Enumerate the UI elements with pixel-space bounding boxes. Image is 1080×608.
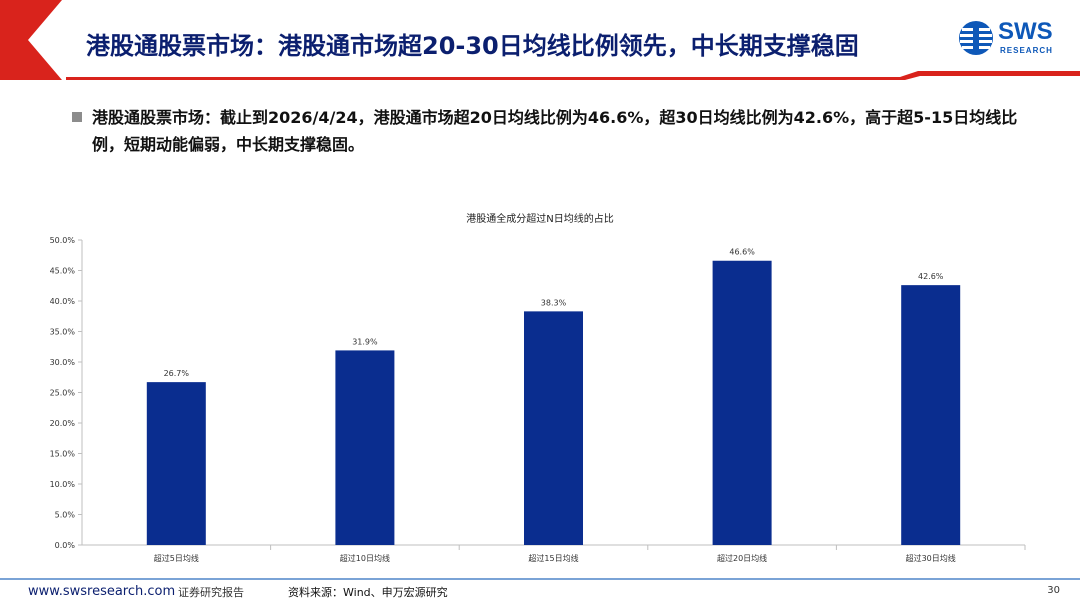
bar-data-label: 31.9% bbox=[352, 337, 378, 346]
y-tick-label: 10.0% bbox=[50, 480, 76, 489]
bar-data-label: 26.7% bbox=[164, 369, 190, 378]
bar bbox=[335, 350, 395, 545]
x-tick-label: 超过20日均线 bbox=[717, 553, 767, 563]
logo-wordmark: SWS bbox=[998, 18, 1053, 45]
chart-plot: 0.0% 5.0% 10.0% 15.0% 20.0% 25.0% 30.0% 35.0% 40… bbox=[50, 236, 1026, 563]
bar bbox=[524, 311, 583, 545]
footer-source: 资料来源：Wind、申万宏源研究 bbox=[288, 586, 448, 599]
y-tick-label: 35.0% bbox=[50, 328, 76, 337]
y-tick-label: 5.0% bbox=[55, 511, 76, 520]
x-tick-label: 超过15日均线 bbox=[528, 553, 578, 563]
slide-header: 港股通股票市场：港股通市场超20-30日均线比例领先，中长期支撑稳固 SWS R… bbox=[0, 0, 1080, 80]
summary-text: 港股通股票市场：截止到2026/4/24，港股通市场超20日均线比例为46.6%… bbox=[92, 108, 1018, 154]
globe-icon bbox=[959, 21, 993, 55]
x-tick-label: 超过10日均线 bbox=[340, 553, 390, 563]
x-tick-label: 超过30日均线 bbox=[906, 553, 956, 563]
y-tick-label: 40.0% bbox=[50, 297, 76, 306]
footer-url[interactable]: www.swsresearch.com bbox=[28, 584, 176, 599]
bullet-square-icon bbox=[72, 112, 82, 122]
bar-data-label: 42.6% bbox=[918, 272, 944, 281]
page-title: 港股通股票市场：港股通市场超20-30日均线比例领先，中长期支撑稳固 bbox=[86, 32, 859, 60]
y-tick-label: 25.0% bbox=[50, 389, 76, 398]
page-number: 30 bbox=[1047, 585, 1060, 596]
y-tick-label: 0.0% bbox=[55, 541, 76, 550]
footer-report-type: 证券研究报告 bbox=[178, 586, 244, 599]
y-tick-label: 45.0% bbox=[50, 267, 76, 276]
bar bbox=[901, 285, 961, 545]
header-decoration bbox=[0, 0, 1080, 80]
bar-data-label: 46.6% bbox=[729, 248, 755, 257]
y-tick-label: 50.0% bbox=[50, 236, 76, 245]
bar-chart: 港股通全成分超过N日均线的占比 0.0% 5.0% 10.0% 15.0% 20.0% 2… bbox=[0, 200, 1080, 580]
bar bbox=[712, 260, 772, 545]
sws-logo: SWS RESEARCH bbox=[958, 18, 1058, 60]
y-tick-label: 30.0% bbox=[50, 358, 76, 367]
y-tick-label: 15.0% bbox=[50, 450, 76, 459]
bar-data-label: 38.3% bbox=[541, 298, 567, 307]
bar bbox=[146, 382, 206, 545]
logo-subtext: RESEARCH bbox=[1000, 46, 1053, 55]
chart-title: 港股通全成分超过N日均线的占比 bbox=[466, 214, 614, 225]
x-tick-label: 超过5日均线 bbox=[154, 553, 199, 563]
y-tick-label: 20.0% bbox=[50, 419, 76, 428]
footer-divider bbox=[0, 578, 1080, 580]
